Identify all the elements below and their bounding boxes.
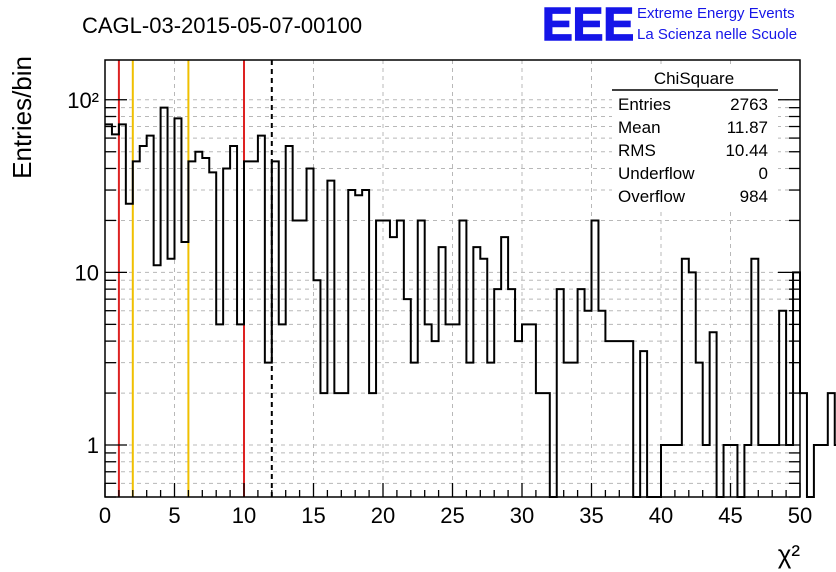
x-tick-label: 15: [301, 503, 325, 528]
y-tick-label: 10: [75, 260, 99, 285]
stats-value-rms: 10.44: [725, 141, 768, 160]
stats-label-underflow: Underflow: [618, 164, 695, 183]
plot-frame: [104, 59, 801, 498]
stats-box: ChiSquare Entries 2763 Mean 11.87 RMS 10…: [612, 66, 778, 210]
x-tick-label: 20: [371, 503, 395, 528]
x-tick-label: 50: [788, 503, 812, 528]
y-tick-label: 1: [87, 433, 99, 458]
chart-title: CAGL-03-2015-05-07-00100: [82, 13, 362, 38]
stats-label-entries: Entries: [618, 95, 671, 114]
stats-value-entries: 2763: [730, 95, 768, 114]
x-tick-label: 30: [510, 503, 534, 528]
x-tick-labels: 0 5 10 15 20 25 30 35 40 45 50: [99, 503, 812, 528]
eee-logo-mark: EEE: [542, 0, 634, 50]
stats-value-mean: 11.87: [727, 118, 768, 137]
histogram-outline: [105, 106, 836, 498]
x-tick-label: 45: [718, 503, 742, 528]
x-tick-label: 25: [440, 503, 464, 528]
eee-logo: EEE Extreme Energy Events La Scienza nel…: [541, 0, 797, 51]
x-tick-label: 5: [168, 503, 180, 528]
stats-value-underflow: 0: [759, 164, 768, 183]
stats-label-mean: Mean: [618, 118, 661, 137]
x-tick-label: 0: [99, 503, 111, 528]
axis-ticks: [104, 99, 801, 498]
x-tick-label: 10: [232, 503, 256, 528]
eee-logo-line1: Extreme Energy Events: [637, 5, 795, 22]
y-axis-label: Entries/bin: [7, 56, 37, 179]
stats-label-overflow: Overflow: [618, 187, 686, 206]
x-tick-label: 35: [579, 503, 603, 528]
stats-value-overflow: 984: [740, 187, 768, 206]
stats-label-rms: RMS: [618, 141, 656, 160]
stats-box-title: ChiSquare: [654, 69, 734, 88]
eee-logo-line2: La Scienza nelle Scuole: [637, 26, 797, 43]
y-tick-label: 10²: [67, 88, 99, 113]
x-axis-label: χ²: [778, 539, 801, 569]
x-tick-label: 40: [649, 503, 673, 528]
y-tick-labels: 1 10 10²: [67, 88, 99, 458]
